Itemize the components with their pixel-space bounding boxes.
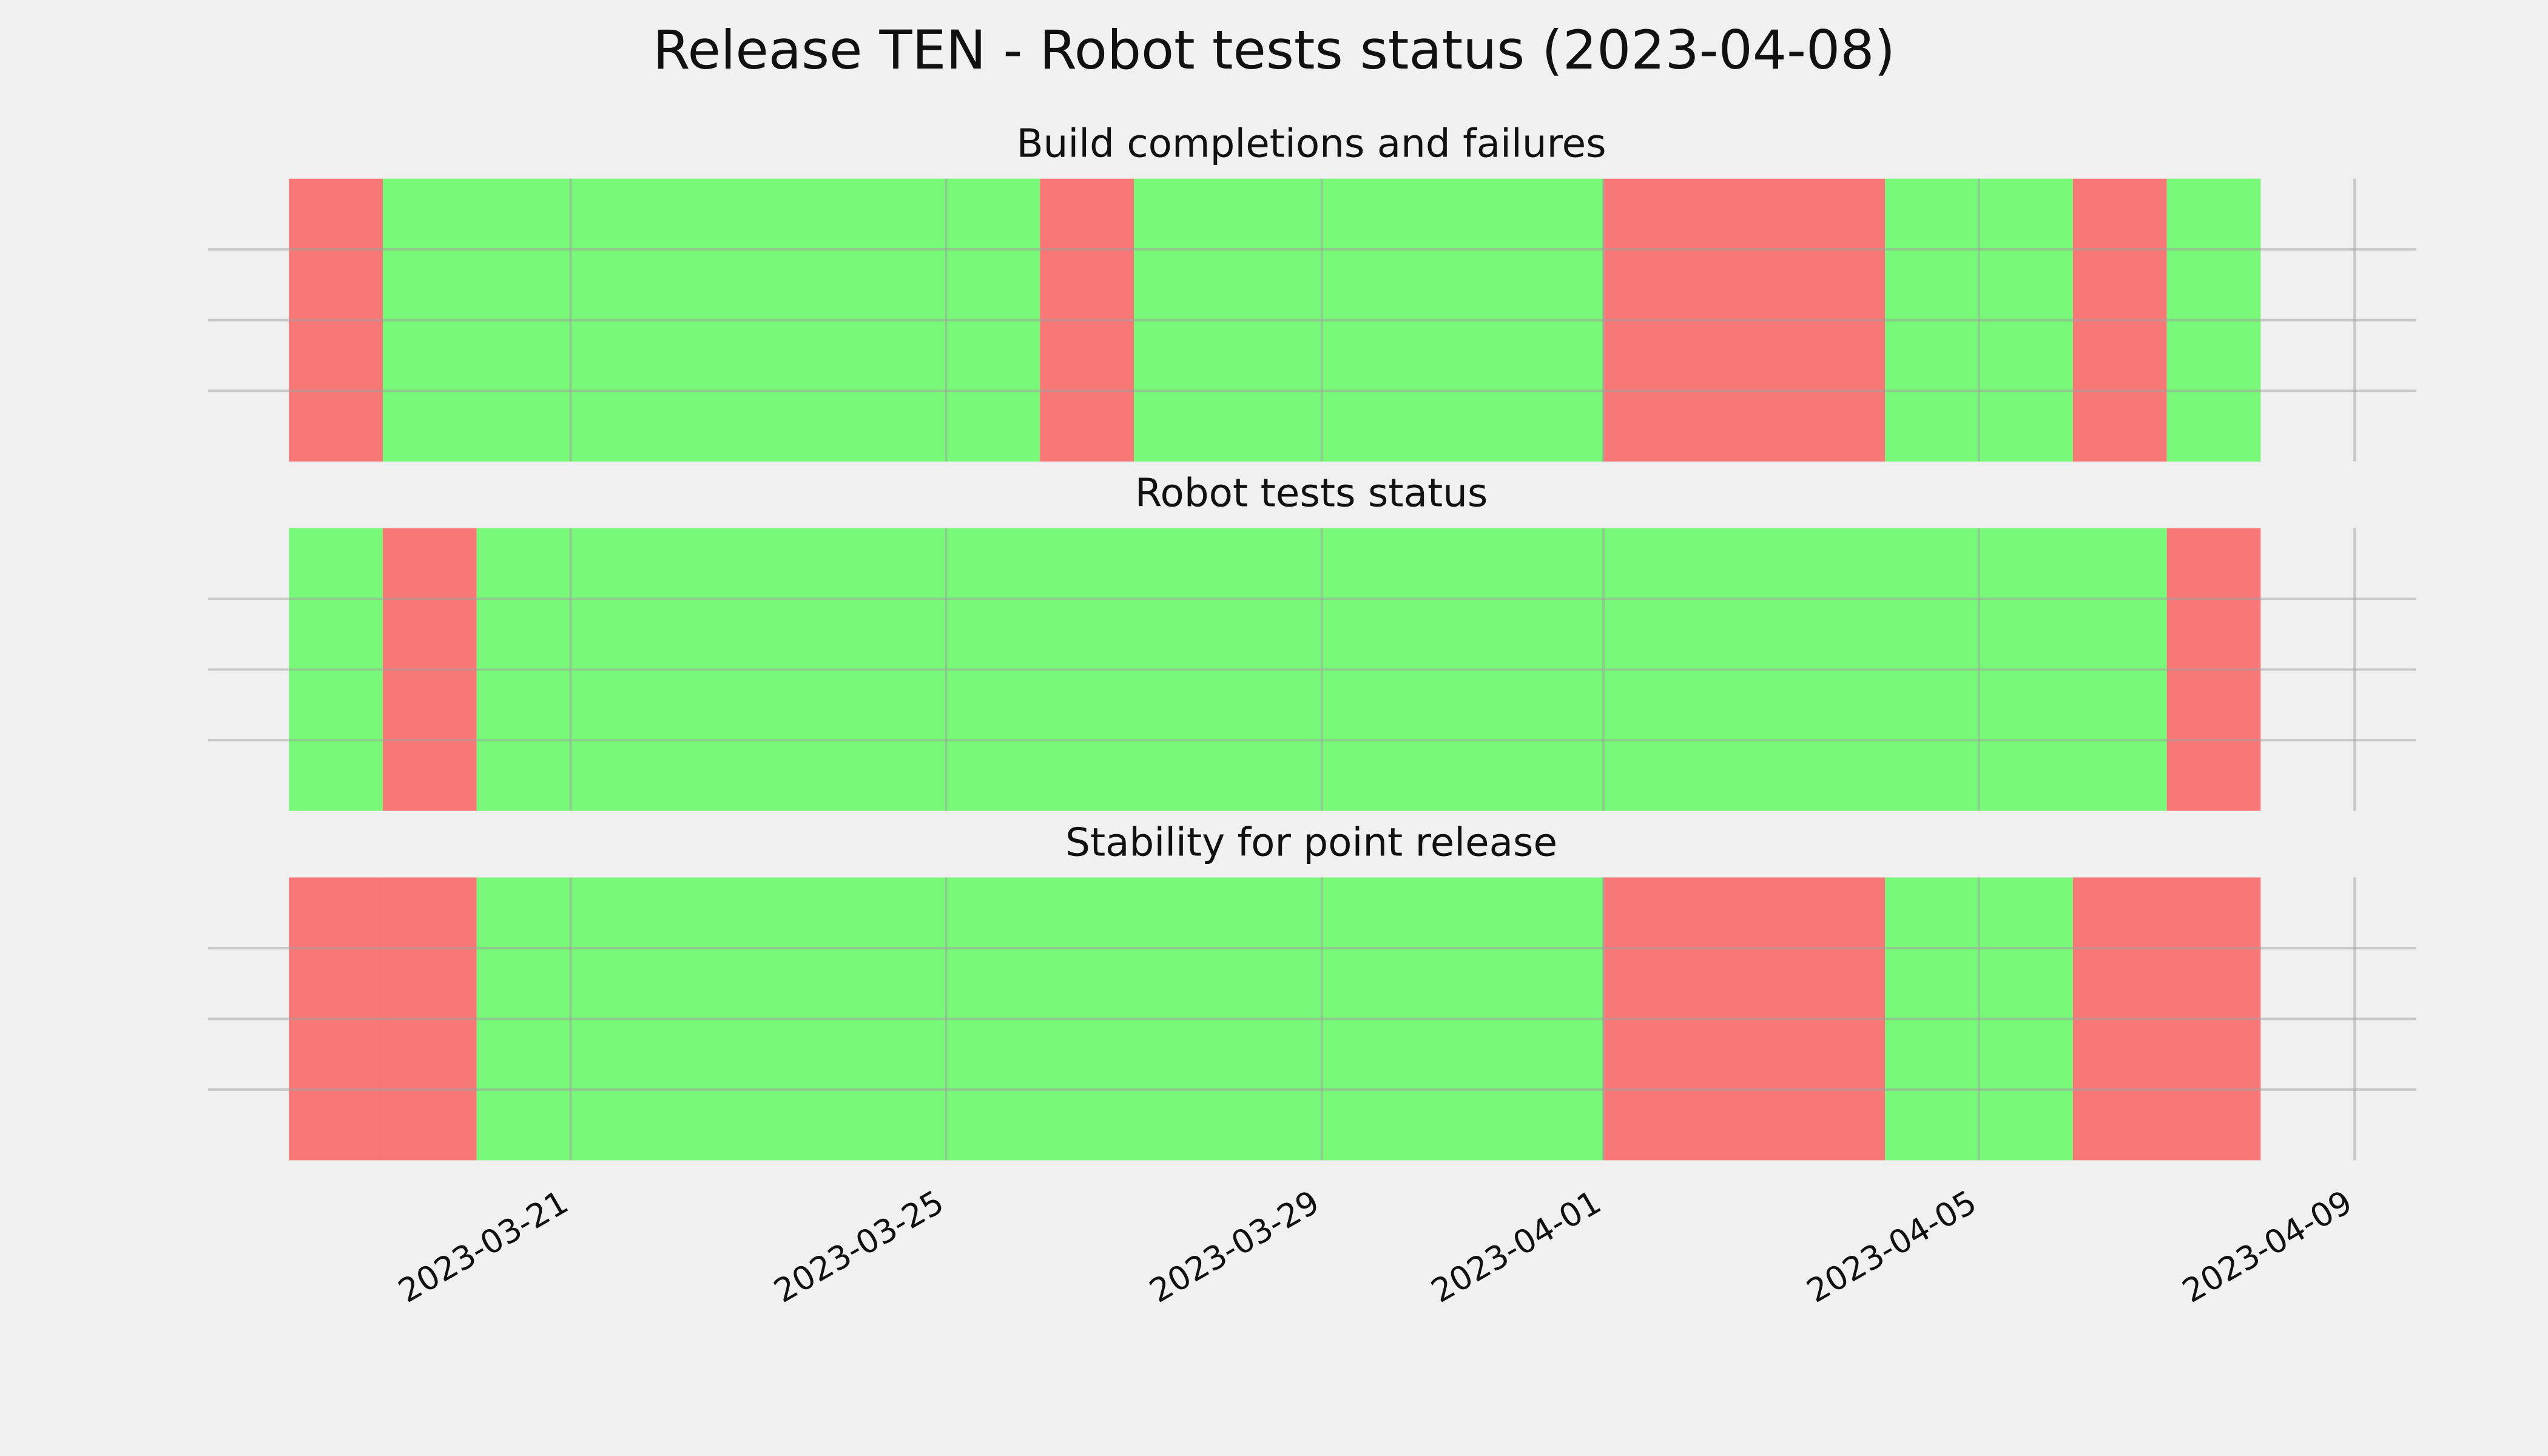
panel-title: Stability for point release xyxy=(1065,820,1557,865)
panel-title: Build completions and failures xyxy=(1017,121,1606,167)
panel-title: Robot tests status xyxy=(1135,471,1488,516)
chart-title: Release TEN - Robot tests status (2023-0… xyxy=(653,19,1895,81)
